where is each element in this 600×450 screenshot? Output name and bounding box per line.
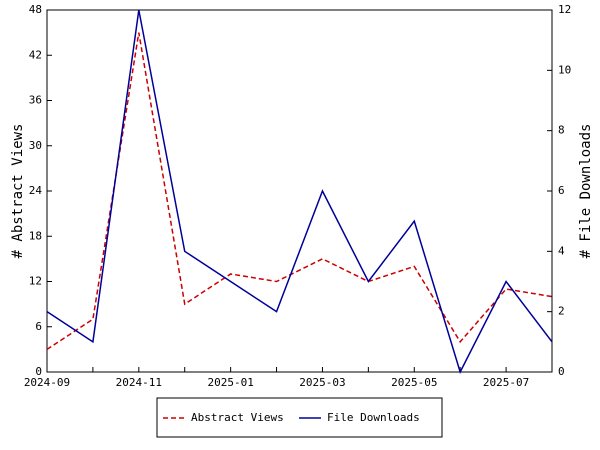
y-tick-label: 18: [29, 229, 42, 242]
x-tick-label: 2025-07: [483, 376, 529, 389]
y-tick-label: 36: [29, 94, 42, 107]
y2-tick-label: 0: [558, 365, 565, 378]
x-tick-label: 2025-01: [207, 376, 253, 389]
y-tick-label: 6: [35, 320, 42, 333]
y-axis-label: # Abstract Views: [10, 124, 26, 259]
y2-tick-label: 4: [558, 244, 565, 257]
y-tick-label: 30: [29, 139, 42, 152]
y-tick-label: 24: [29, 184, 43, 197]
legend-label: File Downloads: [327, 411, 420, 424]
y-tick-label: 48: [29, 3, 42, 16]
x-tick-label: 2025-05: [391, 376, 437, 389]
y2-axis-label: # File Downloads: [578, 124, 594, 259]
y-tick-label: 0: [35, 365, 42, 378]
y-tick-label: 12: [29, 275, 42, 288]
series-line: [46, 9, 553, 375]
y2-tick-label: 2: [558, 305, 565, 318]
y-tick-label: 42: [29, 48, 42, 61]
x-tick-label: 2024-09: [24, 376, 70, 389]
y2-tick-label: 10: [558, 63, 571, 76]
x-tick-label: 2025-03: [299, 376, 345, 389]
x-tick-label: 2024-11: [116, 376, 162, 389]
y2-tick-label: 8: [558, 124, 565, 137]
y2-tick-label: 6: [558, 184, 565, 197]
y2-tick-label: 12: [558, 3, 571, 16]
legend-label: Abstract Views: [191, 411, 284, 424]
series-line: [46, 32, 553, 351]
